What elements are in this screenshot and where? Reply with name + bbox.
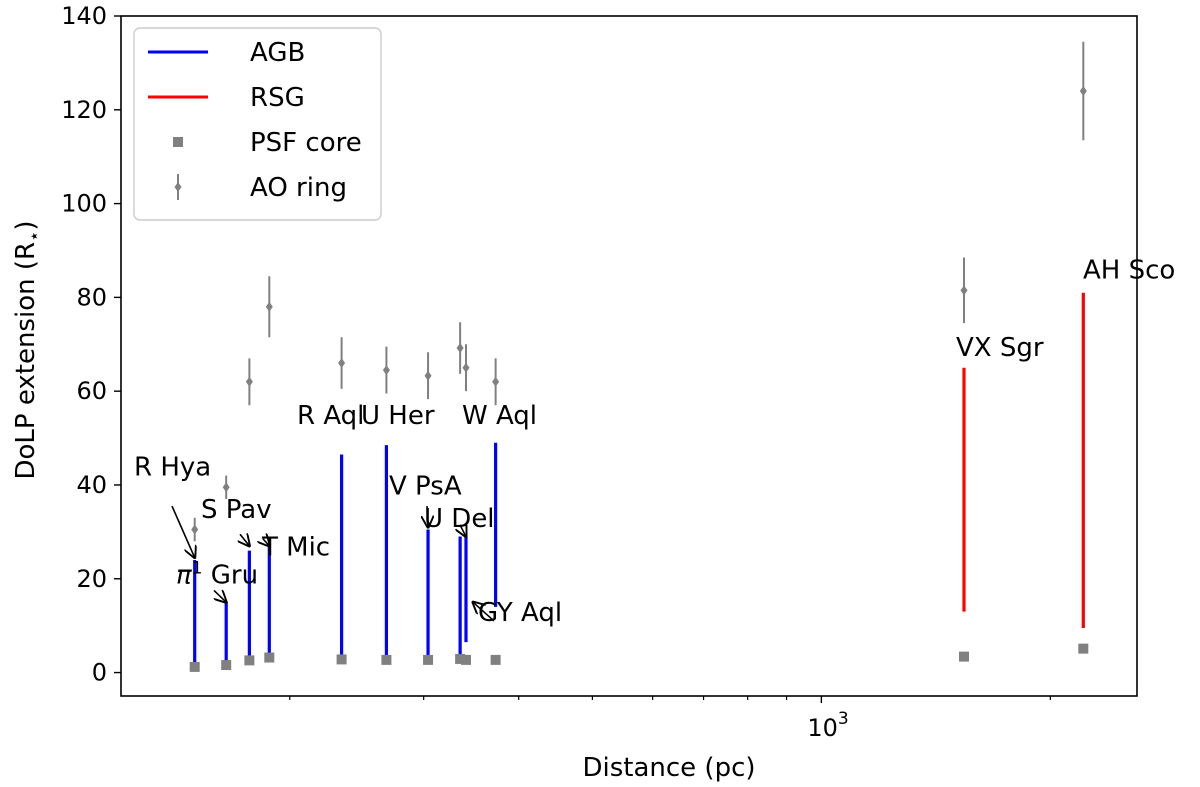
psf-core-point (381, 654, 392, 665)
annotation-arrow (460, 525, 466, 537)
psf-core-point (959, 651, 970, 662)
ao-ring-marker (382, 365, 390, 376)
ao-ring-marker (222, 482, 230, 493)
annotation-arrow (473, 602, 495, 622)
legend-swatch-psf-core (173, 137, 183, 147)
star-label: S Pav (201, 495, 272, 525)
y-tick-label: 120 (61, 96, 107, 124)
psf-core-point (460, 654, 471, 665)
ao-ring-marker (1079, 86, 1087, 97)
y-tick-label: 80 (76, 283, 107, 311)
legend-label: PSF core (250, 128, 362, 158)
psf-core-point (490, 654, 501, 665)
axes: 0 20 40 60 80 100 120 140 103 Distance (pc) DoLP e… (11, 2, 1138, 783)
star-label: VX Sgr (956, 333, 1044, 363)
ao-ring-marker (338, 358, 346, 369)
psf-core-point (1078, 643, 1089, 654)
annotation-arrow (171, 505, 195, 558)
annotation-arrow (240, 534, 249, 546)
psf-core-point (455, 653, 466, 664)
ao-ring-point (960, 257, 968, 324)
ao-ring-point (222, 475, 230, 500)
ao-ring-marker (960, 285, 968, 296)
y-tick-label: 0 (92, 659, 107, 687)
psf-core-point (264, 652, 275, 663)
psf-core-point (189, 661, 200, 672)
psf-core-point (244, 655, 255, 666)
ao-ring-point (382, 346, 390, 394)
psf-core-point (423, 654, 434, 665)
ao-ring-marker (245, 376, 253, 387)
ao-ring-point (492, 358, 500, 406)
star-label: GY Aql (478, 598, 562, 628)
annotation-arrow (427, 506, 428, 527)
ao-ring-marker (191, 524, 199, 535)
star-label: π1 Gru (176, 558, 258, 590)
x-axis-label: Distance (pc) (582, 753, 755, 783)
psf-core-point (221, 660, 232, 671)
ao-ring-point (265, 276, 273, 338)
ao-ring-point (191, 517, 199, 542)
star-label: V PsA (389, 471, 462, 501)
legend-label: AO ring (250, 173, 347, 203)
ao-ring-marker (462, 362, 470, 373)
ao-ring-marker (424, 370, 432, 381)
ao-ring-point (338, 337, 346, 389)
ao-ring-point (462, 344, 470, 392)
legend-label: RSG (250, 83, 305, 113)
y-tick-label: 100 (61, 190, 107, 218)
x-tick-label: 103 (807, 709, 848, 742)
ao-ring-point (1079, 41, 1087, 141)
psf-core-point (336, 654, 347, 665)
annotation-arrow (263, 539, 269, 546)
legend: AGB RSG PSF core AO ring (133, 27, 382, 221)
y-tick-label: 140 (61, 2, 107, 30)
legend-marker (174, 182, 182, 192)
plot-frame (120, 15, 1138, 697)
ao-ring-point (456, 322, 464, 374)
ao-ring-marker (265, 301, 273, 312)
y-tick-label: 20 (76, 565, 107, 593)
ao-ring-marker (456, 343, 464, 354)
ao-ring-point (245, 358, 253, 406)
star-label: T Mic (261, 532, 330, 562)
ao-ring-marker (492, 376, 500, 387)
star-label: W Aql (462, 401, 537, 431)
y-tick-label: 60 (76, 377, 107, 405)
legend-swatch-ao-ring (174, 174, 182, 200)
star-label: U Her (361, 401, 435, 431)
y-axis-label: DoLP extension (R⋆) (11, 220, 45, 479)
y-tick-label: 40 (76, 471, 107, 499)
legend-box (133, 27, 382, 221)
star-label: R Hya (134, 453, 211, 483)
star-label: U Del (424, 504, 495, 534)
ao-ring-point (424, 352, 432, 400)
star-label: R Aql (297, 401, 364, 431)
annotation-arrow (213, 590, 226, 602)
legend-label: AGB (250, 38, 305, 68)
star-label: AH Sco (1083, 256, 1175, 286)
